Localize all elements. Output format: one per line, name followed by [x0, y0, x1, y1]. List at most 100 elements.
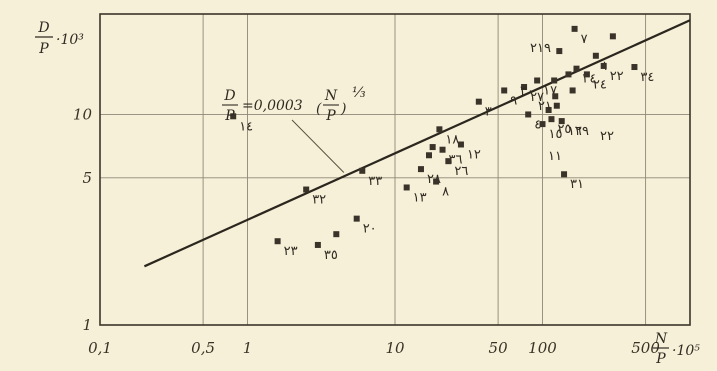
data-point-label: ٤ [534, 117, 541, 132]
xlabel-numerator: N [654, 331, 668, 347]
data-point-label: ٧ [581, 32, 588, 47]
cluster-labels: ٢١٩ ٣٠ ٢١٠ ٢٩ ١١ ٢٢ [520, 41, 614, 164]
eq-lhs-numerator: D [223, 88, 235, 104]
y-tick-label: 10 [73, 105, 93, 123]
data-point [274, 238, 281, 245]
data-point [425, 152, 432, 159]
eq-coefficient: =0,0003 [242, 98, 303, 114]
data-point-label: ٢٢ [610, 69, 624, 84]
data-point [475, 98, 482, 105]
eq-frac-denominator: P [325, 108, 336, 124]
data-points: ١٤٢٣٣٢٣٥٢٠٣٣١٣٢٨٨١٨٣٦٢٦١٢٣٩٢٧٤١٧١٥٢٥١٦٣١… [230, 25, 654, 263]
data-point-label: ١٤ [239, 119, 253, 134]
x-tick-label: 0,1 [88, 339, 112, 357]
data-point [548, 116, 555, 123]
data-point [525, 111, 532, 118]
data-point [545, 106, 552, 113]
data-point [521, 84, 528, 91]
data-point [417, 166, 424, 173]
cluster-label: ٢٢ [600, 129, 614, 144]
data-point-label: ٢٤ [593, 77, 607, 92]
data-point [600, 62, 607, 69]
data-point-label: ٣٦ [449, 153, 463, 168]
xlabel-denominator: P [655, 351, 666, 367]
x-axis-ticks: 0,1 0,5 1 10 50 100 500 [88, 339, 660, 357]
data-point-label: ٣٥ [324, 248, 338, 263]
data-point-label: ٣٤ [640, 70, 654, 85]
data-point [534, 77, 541, 84]
x-axis-label: N P ·10⁵ [653, 331, 700, 367]
data-point-label: ١٨ [445, 132, 459, 147]
x-tick-label: 0,5 [191, 339, 215, 357]
data-point [569, 87, 576, 94]
xlabel-suffix: ·10⁵ [672, 343, 700, 359]
data-point [353, 215, 360, 222]
data-point-label: ٣ [485, 105, 492, 120]
data-point [303, 186, 310, 193]
x-tick-label: 1 [243, 339, 253, 357]
data-point-label: ١٦ [568, 124, 582, 139]
data-point [553, 102, 560, 109]
data-point [359, 167, 366, 174]
ylabel-numerator: D [37, 20, 49, 36]
equation-leader [291, 119, 345, 173]
data-point [333, 231, 340, 238]
data-point [558, 118, 565, 125]
y-tick-label: 1 [82, 316, 92, 334]
data-point [457, 141, 464, 148]
fit-equation: D P =0,0003 ( N P ) ⅓ [222, 85, 366, 124]
data-point [403, 184, 410, 191]
data-point-label: ٨ [442, 185, 449, 200]
data-point-label: ٣١ [570, 177, 584, 192]
data-point [539, 121, 546, 128]
x-tick-label: 50 [489, 339, 509, 357]
cluster-label: ٣٠ [520, 84, 534, 99]
data-point [552, 93, 559, 100]
data-point [314, 241, 321, 248]
data-point [429, 144, 436, 151]
data-point-label: ٢٣ [284, 244, 298, 259]
eq-frac-numerator: N [324, 88, 338, 104]
cluster-label: ١١ [548, 149, 562, 164]
data-point-label: ١٣ [413, 190, 427, 205]
y-axis-label: D P ·10³ [35, 20, 84, 57]
data-point-label: ٢٦ [454, 164, 468, 179]
data-point [433, 178, 440, 185]
fit-line [143, 19, 691, 268]
x-tick-label: 100 [528, 339, 557, 357]
cluster-label: ٢١٩ [530, 41, 551, 56]
data-point-label: ١٢ [467, 147, 481, 162]
data-point [583, 71, 590, 78]
grid [99, 14, 690, 326]
data-point [561, 171, 568, 178]
data-point [501, 87, 508, 94]
data-point [439, 146, 446, 153]
data-point-label: ٩ [510, 93, 517, 108]
eq-paren-open: ( [316, 101, 322, 117]
x-tick-label: 10 [385, 339, 405, 357]
data-point [571, 25, 578, 32]
data-point-label: ٢٠ [363, 222, 377, 237]
eq-lhs-denominator: P [224, 108, 235, 124]
data-point [230, 113, 237, 120]
data-point [445, 158, 452, 165]
y-tick-label: 5 [82, 169, 92, 187]
data-point-label: ٣٢ [312, 193, 326, 208]
data-point [573, 65, 580, 72]
cluster-label: ٢١٠ [538, 99, 559, 114]
data-point-label: ٢٥ [557, 122, 571, 137]
x-tick-label: 500 [631, 339, 660, 357]
eq-paren-close: ) [340, 101, 346, 117]
data-point-label: ١٥ [549, 127, 563, 142]
plot-frame [99, 13, 691, 326]
data-point-label: ٢٧ [530, 90, 544, 105]
data-point [609, 33, 616, 40]
data-point [551, 77, 558, 84]
data-point-label: ٣٣ [368, 174, 382, 189]
cluster-label: ٢٩ [575, 124, 589, 139]
ylabel-denominator: P [38, 41, 49, 57]
ylabel-suffix: ·10³ [56, 32, 84, 48]
eq-exponent: ⅓ [352, 85, 366, 101]
